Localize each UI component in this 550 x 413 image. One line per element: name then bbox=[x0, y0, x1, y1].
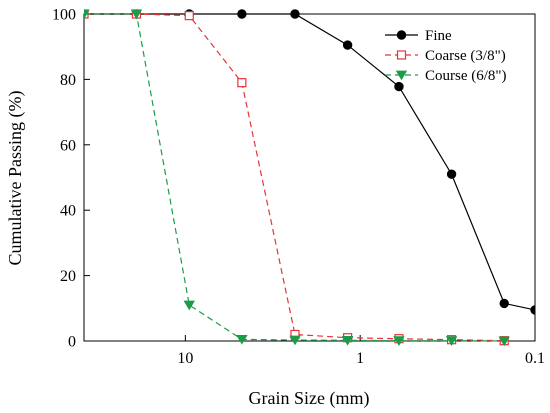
y-tick-label: 80 bbox=[60, 72, 76, 89]
legend-label: Fine bbox=[425, 28, 452, 44]
x-axis-label: Grain Size (mm) bbox=[249, 388, 370, 409]
series-line bbox=[84, 13, 505, 342]
data-point bbox=[289, 335, 301, 346]
plot-frame bbox=[83, 13, 536, 342]
y-tick-label: 40 bbox=[60, 203, 76, 220]
data-point bbox=[184, 11, 194, 21]
legend-label: Coarse (3/8") bbox=[425, 48, 506, 64]
y-tick-label: 60 bbox=[60, 137, 76, 154]
data-point bbox=[446, 169, 457, 179]
data-point bbox=[84, 9, 90, 20]
legend: Fine Coarse (3/8") Course (6/8") bbox=[385, 28, 507, 84]
data-point bbox=[393, 336, 405, 346]
y-axis-label: Cumulative Passing (%) bbox=[5, 91, 26, 266]
data-point bbox=[290, 9, 300, 19]
legend-item: Course (6/8") bbox=[385, 68, 507, 84]
y-tick-label: 0 bbox=[68, 334, 76, 351]
series-line bbox=[84, 13, 535, 311]
legend-marker bbox=[396, 30, 407, 40]
data-point bbox=[236, 334, 248, 345]
data-point bbox=[237, 78, 247, 88]
data-point bbox=[341, 335, 354, 346]
series-2 bbox=[84, 9, 510, 347]
legend-marker bbox=[396, 50, 407, 60]
data-point bbox=[498, 336, 510, 347]
data-point bbox=[183, 300, 195, 311]
x-tick-label: 1 bbox=[356, 350, 364, 367]
legend-marker bbox=[395, 70, 408, 81]
data-point bbox=[445, 336, 458, 346]
x-tick-label: 0.1 bbox=[525, 350, 545, 367]
data-point bbox=[530, 305, 535, 315]
legend-item: Coarse (3/8") bbox=[385, 48, 506, 64]
data-point bbox=[130, 9, 143, 20]
data-point bbox=[237, 9, 247, 19]
data-point bbox=[342, 40, 353, 50]
y-tick-label: 100 bbox=[52, 7, 76, 24]
x-tick-label: 10 bbox=[177, 350, 193, 367]
y-tick-label: 20 bbox=[60, 268, 76, 285]
data-point bbox=[499, 298, 509, 309]
legend-label: Course (6/8") bbox=[425, 68, 507, 84]
data-point bbox=[394, 81, 404, 92]
legend-item: Fine bbox=[385, 28, 452, 44]
